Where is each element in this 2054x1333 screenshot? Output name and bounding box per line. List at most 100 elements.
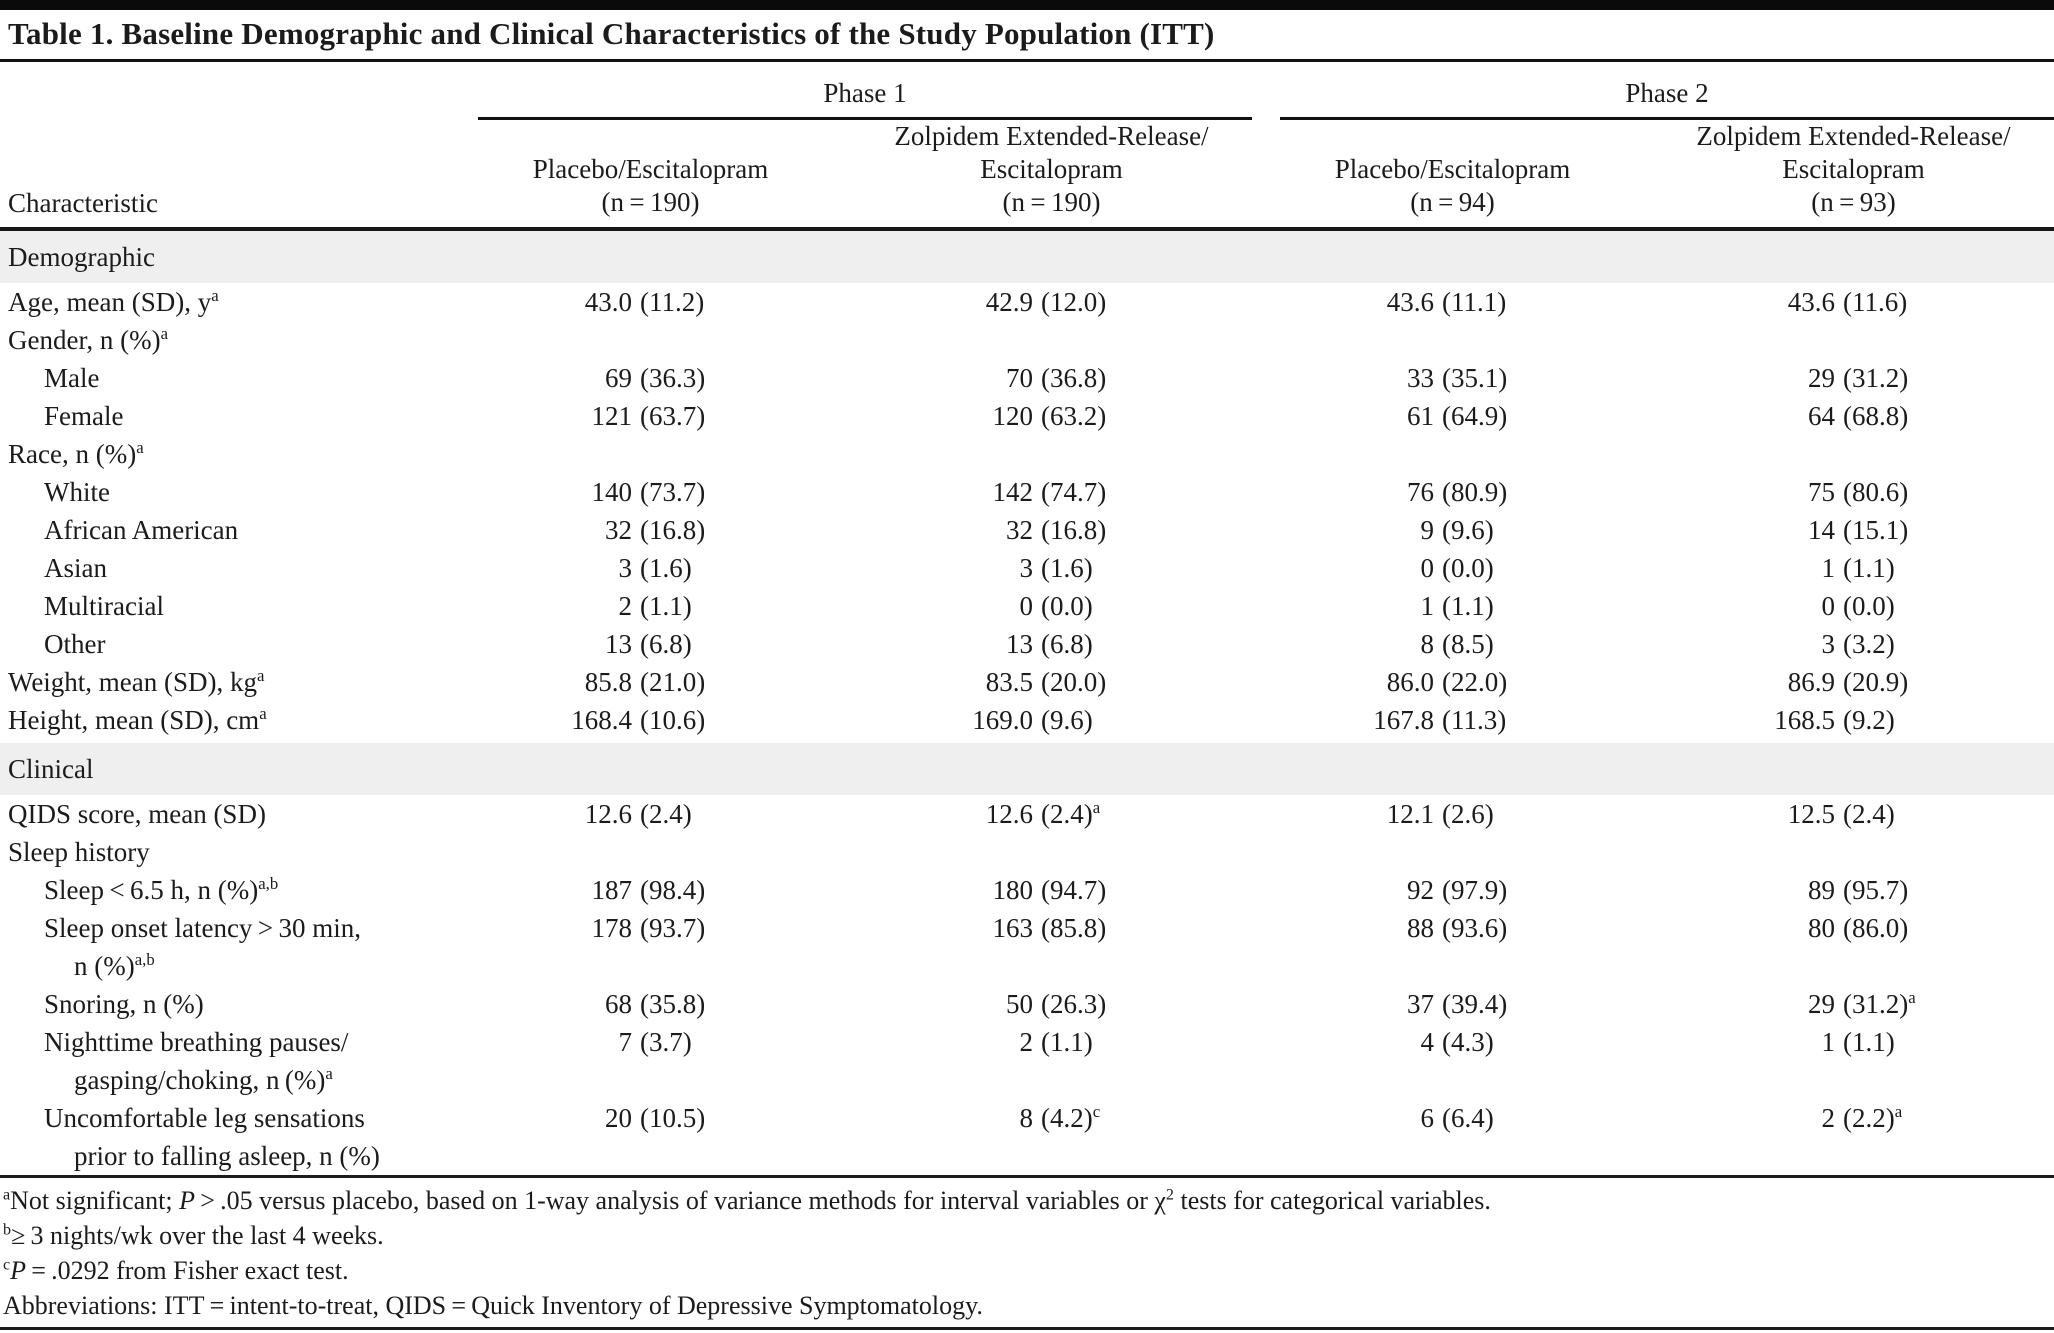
value-cell [1252,321,1653,359]
value-num: 13 [605,629,632,659]
value-paren: (11.1) [1442,287,1507,317]
value-num: 163 [992,913,1034,943]
value-paren: (94.7) [1041,875,1107,905]
row-label-text: Female [44,401,124,431]
footnote-marker: a [257,666,265,685]
column-header-n: (n = 190) [601,187,700,217]
value-paren: (35.1) [1442,363,1508,393]
row-label-text: Age, mean (SD), y [8,287,212,317]
column-header-line: Zolpidem Extended-Release/ [1696,121,2011,151]
value-cell: 3 (1.6) [450,549,851,587]
table-row-asian: Asian 3 (1.6) 3 (1.6) 0 (0.0) 1 (1.1) [0,549,2054,587]
row-label-text: n (%) [74,951,135,981]
value-cell: 76 (80.9) [1252,473,1653,511]
value-num: 168.5 [1774,705,1835,735]
value-cell: 68 (35.8) [450,985,851,1023]
table-row-weight: Weight, mean (SD), kga 85.8 (21.0) 83.5 (2… [0,663,2054,701]
value-num: 86.9 [1787,667,1835,697]
value-num: 3 [618,553,633,583]
value-num: 33 [1407,363,1434,393]
value-cell: 169.0 (9.6) [851,701,1252,741]
column-header-placebo-phase2: Placebo/Escitalopram (n = 94) [1252,120,1653,231]
value-cell: 9 (9.6) [1252,511,1653,549]
value-paren: (0.0) [1041,591,1093,621]
row-label: Nighttime breathing pauses/ gasping/chok… [0,1023,450,1099]
value-cell: 64 (68.8) [1653,397,2054,435]
value-num: 70 [1006,363,1033,393]
value-num: 168.4 [571,705,632,735]
value-cell: 20 (10.5) [450,1099,851,1175]
value-cell: 120 (63.2) [851,397,1252,435]
value-cell: 8 (4.2)c [851,1099,1252,1175]
value-paren: (63.2) [1041,401,1107,431]
value-paren: (2.4) [1041,799,1093,829]
value-num: 121 [591,401,633,431]
column-header-zolpidem-phase2: Zolpidem Extended-Release/ Escitalopram … [1653,120,2054,231]
value-num: 50 [1006,989,1033,1019]
table-row-leg-sensations: Uncomfortable leg sensations prior to fa… [0,1099,2054,1175]
value-paren: (16.8) [640,515,706,545]
footnote-text: Abbreviations: ITT = intent-to-treat, QI… [3,1291,983,1320]
value-num: 85.8 [584,667,632,697]
bottom-rule [0,1327,2054,1330]
value-cell: 3 (3.2) [1653,625,2054,663]
value-cell: 32 (16.8) [851,511,1252,549]
value-cell: 1 (1.1) [1653,1023,2054,1099]
value-cell: 6 (6.4) [1252,1099,1653,1175]
footnote-marker: a [136,438,144,457]
value-paren: (63.7) [640,401,706,431]
footnote-marker: a [1894,1102,1903,1121]
value-paren: (11.6) [1843,287,1908,317]
value-num: 32 [605,515,632,545]
value-cell: 85.8 (21.0) [450,663,851,701]
value-cell: 178 (93.7) [450,909,851,985]
value-paren: (97.9) [1442,875,1508,905]
table-title: Table 1. Baseline Demographic and Clinic… [0,10,2054,62]
row-label-text: Height, mean (SD), cm [8,705,260,735]
value-num: 3 [1019,553,1034,583]
value-num: 187 [591,875,633,905]
value-paren: (93.6) [1442,913,1508,943]
value-paren: (39.4) [1442,989,1508,1019]
footnote-italic-p: P [179,1186,196,1215]
footnote-abbreviations: Abbreviations: ITT = intent-to-treat, QI… [3,1288,2054,1323]
row-label: Other [0,625,450,663]
table-row-sleep-history: Sleep history [0,833,2054,871]
footnote-c: cP = .0292 from Fisher exact test. [3,1253,2054,1288]
column-header-characteristic: Characteristic [0,120,450,231]
value-cell: 1 (1.1) [1252,587,1653,625]
value-paren: (35.8) [640,989,706,1019]
row-label: Female [0,397,450,435]
value-cell [851,435,1252,473]
phase1-header: Phase 1 [450,62,1252,120]
value-cell: 0 (0.0) [1653,587,2054,625]
phase1-label: Phase 1 [823,78,907,108]
row-label: Race, n (%)a [0,435,450,473]
baseline-characteristics-table: Phase 1 Phase 2 Characteristic Placebo/E… [0,62,2054,1175]
footnote-marker: c [1092,1102,1101,1121]
column-header-placebo-phase1: Placebo/Escitalopram (n = 190) [450,120,851,231]
value-paren: (2.4) [640,799,692,829]
value-cell: 0 (0.0) [1252,549,1653,587]
value-paren: (0.0) [1843,591,1895,621]
value-cell: 187 (98.4) [450,871,851,909]
footnote-marker: a [160,324,169,343]
table-row-white: White 140 (73.7) 142 (74.7) 76 (80.9) 75 (80… [0,473,2054,511]
value-cell: 121 (63.7) [450,397,851,435]
column-header-n: (n = 190) [1002,187,1101,217]
value-paren: (98.4) [640,875,706,905]
value-paren: (93.7) [640,913,706,943]
value-num: 12.5 [1787,799,1835,829]
row-label-text: African American [44,515,239,545]
phase-spanner-row: Phase 1 Phase 2 [0,62,2054,120]
value-num: 120 [992,401,1034,431]
value-cell [450,321,851,359]
row-label-text: Sleep history [8,837,150,867]
section-row-clinical: Clinical [0,739,2054,795]
value-cell: 89 (95.7) [1653,871,2054,909]
value-paren: (11.3) [1442,705,1507,735]
value-paren: (1.1) [1843,1027,1895,1057]
value-paren: (2.4) [1843,799,1895,829]
value-cell: 168.5 (9.2) [1653,701,2054,741]
value-cell: 2 (1.1) [450,587,851,625]
